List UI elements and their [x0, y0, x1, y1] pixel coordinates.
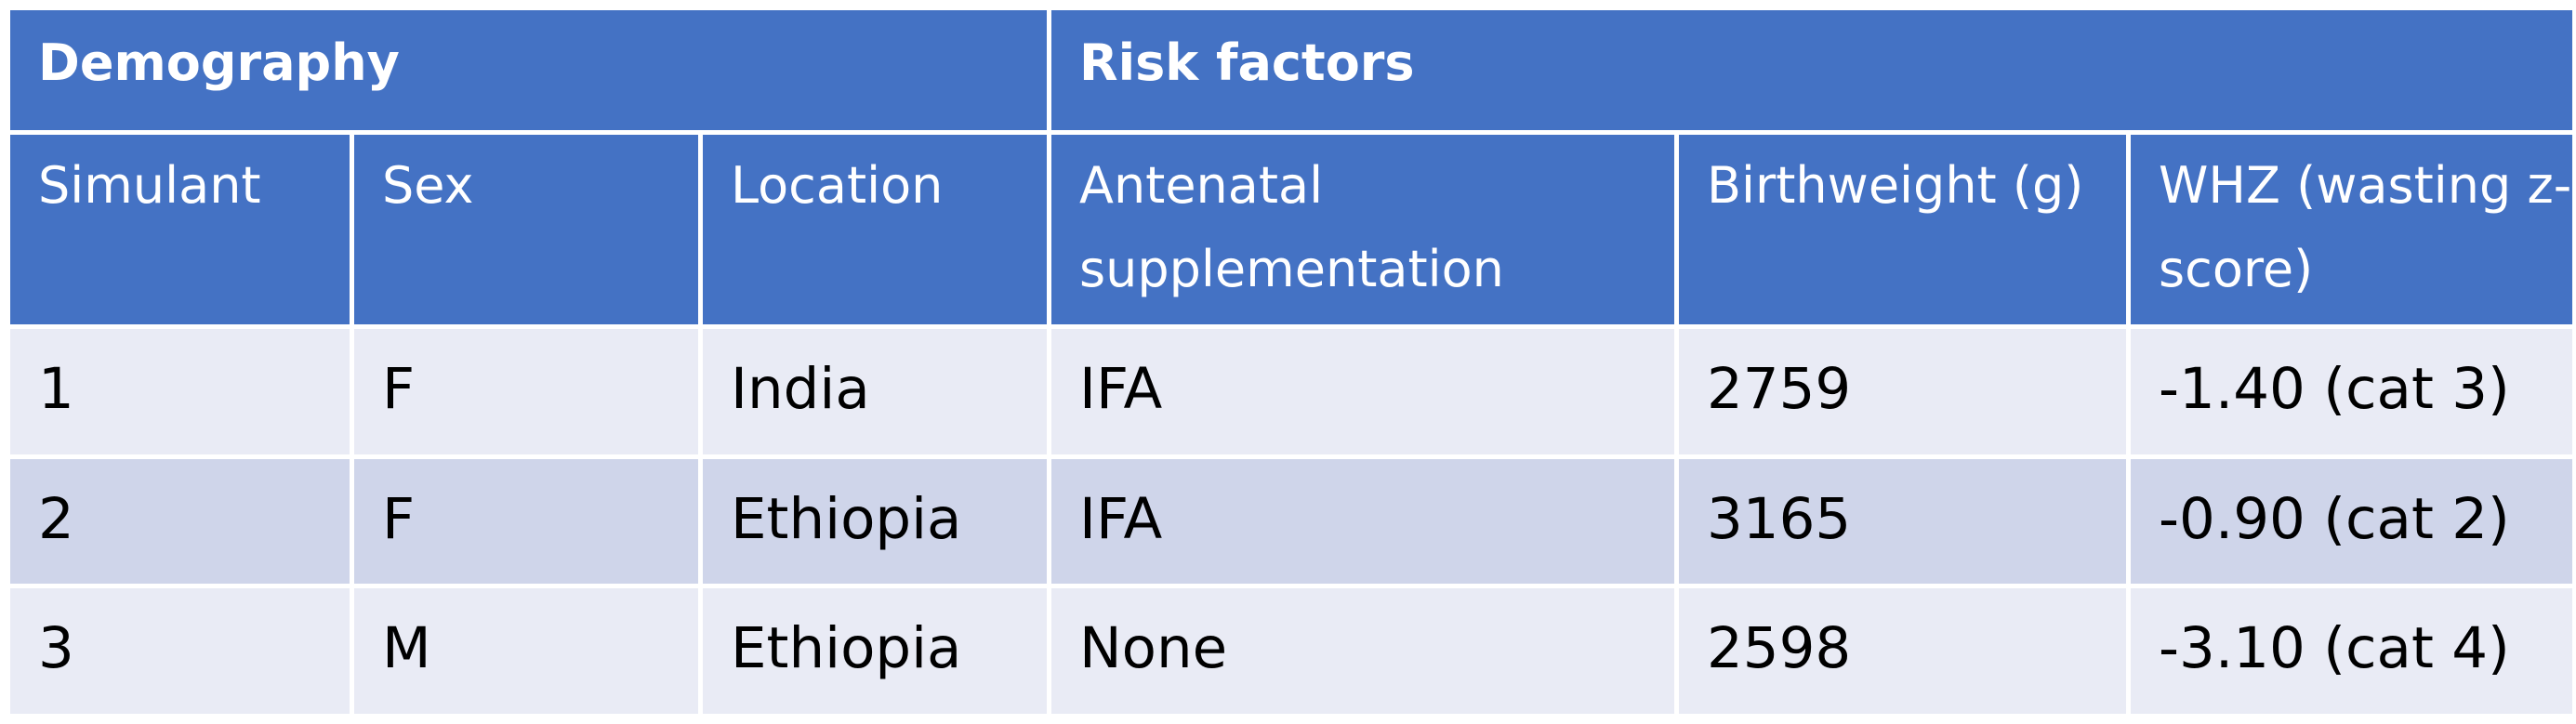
cell-sex: M [350, 584, 703, 718]
cell-location: Ethiopia [698, 454, 1051, 589]
cell-antenatal-supplementation: IFA [1047, 454, 1679, 589]
column-header-row: Simulant Sex Location Antenatal suppleme… [6, 130, 2576, 330]
cell-birthweight: 3165 [1674, 454, 2131, 589]
group-header-row: Demography Risk factors [6, 5, 2576, 136]
table-row: 2 F Ethiopia IFA 3165 -0.90 (cat 2) [6, 454, 2576, 589]
cell-simulant: 1 [6, 324, 354, 459]
cell-birthweight: 2759 [1674, 324, 2131, 459]
table-row: 1 F India IFA 2759 -1.40 (cat 3) [6, 324, 2576, 459]
column-header-location: Location [698, 130, 1051, 330]
table-row: 3 M Ethiopia None 2598 -3.10 (cat 4) [6, 584, 2576, 718]
cell-simulant: 3 [6, 584, 354, 718]
group-header-risk-factors: Risk factors [1047, 5, 2576, 136]
column-header-antenatal-supplementation: Antenatal supplementation [1047, 130, 1679, 330]
column-header-simulant: Simulant [6, 130, 354, 330]
group-header-demography: Demography [6, 5, 1051, 136]
cell-whz: -3.10 (cat 4) [2126, 584, 2576, 718]
cell-whz: -1.40 (cat 3) [2126, 324, 2576, 459]
simulant-table: Demography Risk factors Simulant Sex Loc… [6, 5, 2576, 718]
cell-simulant: 2 [6, 454, 354, 589]
column-header-sex: Sex [350, 130, 703, 330]
cell-sex: F [350, 324, 703, 459]
cell-sex: F [350, 454, 703, 589]
cell-antenatal-supplementation: None [1047, 584, 1679, 718]
cell-antenatal-supplementation: IFA [1047, 324, 1679, 459]
cell-birthweight: 2598 [1674, 584, 2131, 718]
cell-whz: -0.90 (cat 2) [2126, 454, 2576, 589]
cell-location: Ethiopia [698, 584, 1051, 718]
column-header-birthweight: Birthweight (g) [1674, 130, 2131, 330]
cell-location: India [698, 324, 1051, 459]
column-header-whz: WHZ (wasting z-score) [2126, 130, 2576, 330]
